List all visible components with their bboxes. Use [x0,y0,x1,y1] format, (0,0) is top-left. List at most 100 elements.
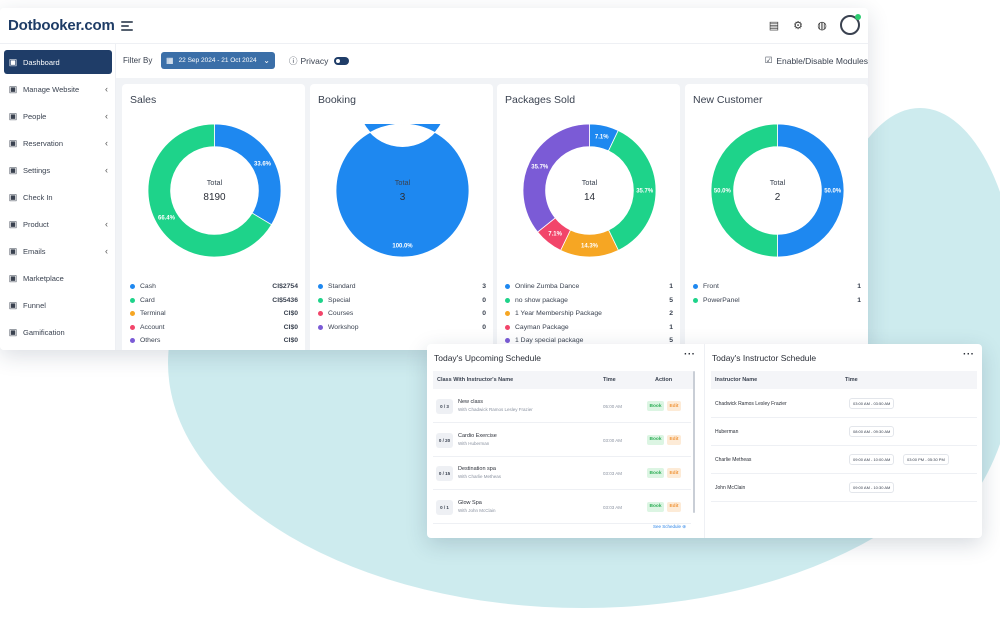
legend-item[interactable]: Card CI$5436 [130,294,298,308]
class-name: Glow Spa [458,499,482,506]
sidebar-item[interactable]: ▣ Gamification [4,320,112,344]
more-options-icon[interactable]: ··· [963,349,975,360]
legend-name: Card [140,296,155,304]
privacy-toggle[interactable] [334,57,350,65]
col-instructor: Instructor Name [715,377,758,383]
legend-item[interactable]: Account CI$0 [130,321,298,335]
book-button[interactable]: Book [647,401,664,411]
legend-name: Workshop [328,323,359,331]
col-time: Time [845,377,858,383]
modules-button[interactable]: ☑ Enable/Disable Modules [765,55,868,66]
sidebar-item-label: Manage Website [23,84,80,94]
legend-item[interactable]: PowerPanel 1 [693,294,861,308]
instructor-name: With Huberman [458,440,490,446]
instructor-name: With Charlie Metheas [458,474,502,479]
capacity-badge: 0 / 1 [436,499,453,515]
legend-dot [130,311,135,317]
legend-dot [130,297,135,303]
more-options-icon[interactable]: ··· [684,349,696,360]
donut-slice[interactable] [711,124,778,257]
legend-item[interactable]: Workshop 0 [318,321,486,335]
donut-slice[interactable] [148,124,273,257]
legend-item[interactable]: Special 0 [318,294,486,308]
sidebar-item[interactable]: ▣ Check In [4,185,112,209]
slice-percent-label: 33.6% [254,161,272,167]
legend-item[interactable]: Cash CI$2754 [130,280,298,294]
scrollbar[interactable] [693,371,695,513]
donut-slice[interactable] [336,124,469,257]
legend-item[interactable]: no show package 5 [505,294,673,308]
donut-total-label: Total [395,178,411,187]
legend-item[interactable]: Others CI$0 [130,334,298,348]
sidebar-item[interactable]: ▣ Emails ‹ [4,239,112,263]
globe-icon[interactable]: ◍ [817,19,827,32]
gear-icon[interactable]: ⚙ [793,19,803,32]
sidebar-item[interactable]: ▣ Product ‹ [4,212,112,236]
legend-item[interactable]: Front 1 [693,280,861,294]
legend-value: 1 [669,323,673,331]
slice-percent-label: 100.0% [392,244,413,250]
legend-item[interactable]: Standard 3 [318,280,486,294]
legend-item[interactable]: 1 Year Membership Package 2 [505,307,673,321]
instructor-name: With Chadwick Ramos Lesley Frazier [458,407,533,412]
sidebar-item[interactable]: ▣ Dashboard [4,50,112,74]
donut-slice[interactable] [777,124,845,257]
legend-dot [693,284,698,290]
legend-value: 5 [669,296,673,304]
book-button[interactable]: Book [647,468,664,478]
chevron-left-icon: ‹ [105,219,108,229]
calculator-icon[interactable]: ▤ [768,19,780,32]
sidebar-item[interactable]: ▣ Reservation ‹ [4,131,112,155]
sidebar-item[interactable]: ▣ Marketplace [4,266,112,290]
sidebar-item[interactable]: ▣ Settings ‹ [4,158,112,182]
legend-name: Cayman Package [515,323,569,331]
menu-toggle-icon[interactable] [121,21,133,33]
edit-button[interactable]: Edit [667,434,681,445]
trophy-icon: ▣ [8,326,18,337]
sidebar-item[interactable]: ▣ Manage Website ‹ [4,77,112,101]
see-schedule-link[interactable]: See Schedule ⊛ [653,524,687,529]
legend-item[interactable]: Courses 0 [318,307,486,321]
edit-button[interactable]: Edit [667,501,681,512]
upcoming-schedule-panel: Today's Upcoming Schedule ··· Class With… [427,344,699,538]
donut-slice[interactable] [523,124,590,233]
book-button[interactable]: Book [647,434,664,445]
book-button[interactable]: Book [647,501,664,512]
card-title: Sales [130,94,157,106]
user-avatar[interactable] [840,14,861,35]
time-slot-pill: 03:00 PM - 05:30 PM [903,454,949,465]
slice-percent-label: 35.7% [531,165,549,171]
edit-button[interactable]: Edit [667,401,681,411]
donut-total-value: 3 [400,192,406,203]
legend-dot [318,324,323,330]
legend-name: Terminal [140,310,166,318]
dashboard-window: Dotbooker.com ▤ ⚙ ◍ ▣ Dashboard ▣ Manage We… [0,8,868,350]
capacity-badge: 0 / 20 [436,432,453,448]
gear-icon: ▣ [8,164,18,175]
sidebar-item[interactable]: ▣ Funnel [4,293,112,317]
legend-item[interactable]: Terminal CI$0 [130,307,298,321]
legend-item[interactable]: Cayman Package 1 [505,321,673,335]
donut-slice[interactable] [214,124,282,226]
legend-dot [130,284,135,290]
sidebar-item-label: Gamification [23,327,65,337]
sidebar-item-label: Dashboard [23,57,60,67]
instructor-table-header: Instructor Name Time [711,371,977,389]
date-range-button[interactable]: ▦ 22 Sep 2024 - 21 Oct 2024 ⌄ [161,52,275,69]
info-icon: ⓘ [289,56,298,66]
legend-value: 3 [482,283,486,291]
time-slot-pill: 09:00 AM - 10:30 AM [849,482,895,493]
edit-button[interactable]: Edit [667,468,681,478]
time-slot-pill: 08:00 AM - 09:30 AM [849,426,895,437]
legend-item[interactable]: Online Zumba Dance 1 [505,280,673,294]
sidebar-item[interactable]: ▣ People ‹ [4,104,112,128]
col-time: Time [603,377,616,383]
card-title: New Customer [693,94,763,106]
brand-logo[interactable]: Dotbooker.com [8,17,115,34]
legend-dot [130,338,135,344]
legend-item[interactable]: 1 Day special package 5 [505,334,673,348]
donut-chart: 33.6% 66.4% Total 8190 [148,124,281,257]
sidebar-item-label: Settings [23,165,51,175]
donut-total-label: Total [207,178,223,187]
reservation-icon: ▣ [8,137,18,148]
